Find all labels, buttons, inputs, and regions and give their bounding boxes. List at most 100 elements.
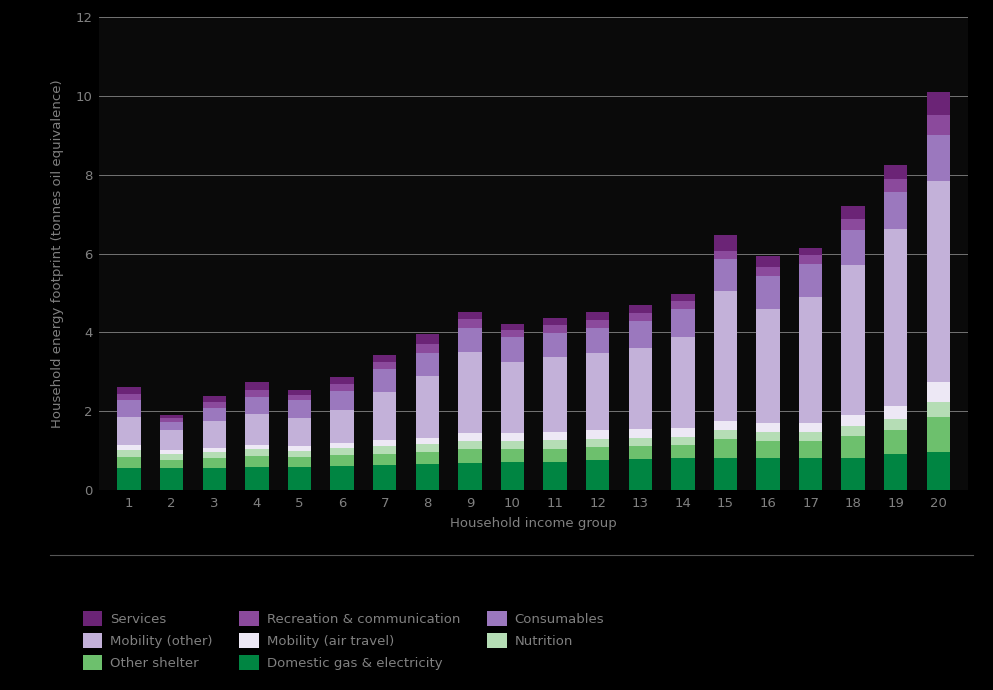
Bar [117, 445, 141, 450]
Bar [586, 430, 610, 439]
Bar [245, 397, 268, 414]
Bar [714, 291, 737, 422]
Bar [671, 309, 694, 337]
Bar [799, 422, 822, 432]
Bar [415, 452, 439, 464]
Bar [629, 313, 652, 322]
Bar [203, 408, 226, 422]
Bar [714, 251, 737, 259]
Bar [799, 255, 822, 264]
X-axis label: Household income group: Household income group [451, 517, 617, 530]
Bar [757, 255, 780, 266]
Bar [373, 453, 396, 466]
Bar [500, 441, 524, 449]
Bar [160, 454, 184, 460]
Bar [288, 457, 311, 467]
Bar [714, 422, 737, 430]
Bar [926, 402, 950, 417]
Bar [543, 318, 567, 325]
Bar [117, 469, 141, 490]
Bar [629, 459, 652, 490]
Bar [331, 466, 354, 490]
Bar [926, 115, 950, 135]
Bar [415, 353, 439, 377]
Bar [586, 447, 610, 460]
Bar [458, 433, 482, 441]
Bar [117, 450, 141, 457]
Bar [331, 444, 354, 448]
Bar [884, 192, 908, 229]
Bar [671, 337, 694, 428]
Bar [926, 135, 950, 181]
Bar [288, 390, 311, 395]
Bar [203, 452, 226, 458]
Bar [543, 357, 567, 432]
Bar [543, 448, 567, 462]
Bar [245, 449, 268, 456]
Bar [160, 450, 184, 454]
Bar [757, 458, 780, 490]
Bar [415, 437, 439, 444]
Bar [415, 464, 439, 490]
Bar [671, 458, 694, 490]
Bar [543, 432, 567, 440]
Bar [586, 460, 610, 490]
Bar [926, 92, 950, 115]
Bar [331, 455, 354, 466]
Bar [288, 467, 311, 490]
Bar [331, 377, 354, 384]
Bar [714, 458, 737, 490]
Bar [586, 313, 610, 319]
Bar [373, 362, 396, 369]
Bar [543, 440, 567, 449]
Bar [629, 437, 652, 446]
Bar [799, 297, 822, 422]
Bar [586, 319, 610, 328]
Bar [884, 165, 908, 179]
Bar [117, 417, 141, 445]
Bar [500, 324, 524, 330]
Bar [331, 391, 354, 410]
Bar [245, 467, 268, 490]
Bar [373, 466, 396, 490]
Bar [245, 445, 268, 449]
Bar [160, 418, 184, 422]
Bar [926, 382, 950, 402]
Bar [458, 312, 482, 319]
Bar [629, 305, 652, 313]
Bar [500, 433, 524, 441]
Bar [926, 453, 950, 490]
Bar [586, 328, 610, 353]
Bar [288, 446, 311, 451]
Bar [841, 266, 865, 415]
Bar [841, 426, 865, 436]
Bar [160, 430, 184, 450]
Bar [629, 446, 652, 459]
Bar [117, 457, 141, 469]
Bar [714, 439, 737, 458]
Bar [415, 377, 439, 437]
Bar [841, 415, 865, 426]
Bar [373, 440, 396, 446]
Bar [458, 352, 482, 433]
Bar [415, 444, 439, 452]
Y-axis label: Household energy footprint (tonnes oil equivalence): Household energy footprint (tonnes oil e… [52, 79, 65, 428]
Bar [117, 400, 141, 417]
Bar [160, 422, 184, 430]
Bar [288, 400, 311, 418]
Bar [799, 264, 822, 297]
Bar [245, 414, 268, 445]
Bar [331, 410, 354, 444]
Bar [373, 369, 396, 392]
Bar [884, 229, 908, 406]
Bar [288, 418, 311, 446]
Bar [841, 436, 865, 457]
Bar [884, 455, 908, 490]
Bar [458, 328, 482, 352]
Bar [799, 432, 822, 441]
Bar [160, 469, 184, 490]
Bar [500, 337, 524, 362]
Bar [543, 333, 567, 357]
Bar [799, 248, 822, 255]
Bar [629, 429, 652, 437]
